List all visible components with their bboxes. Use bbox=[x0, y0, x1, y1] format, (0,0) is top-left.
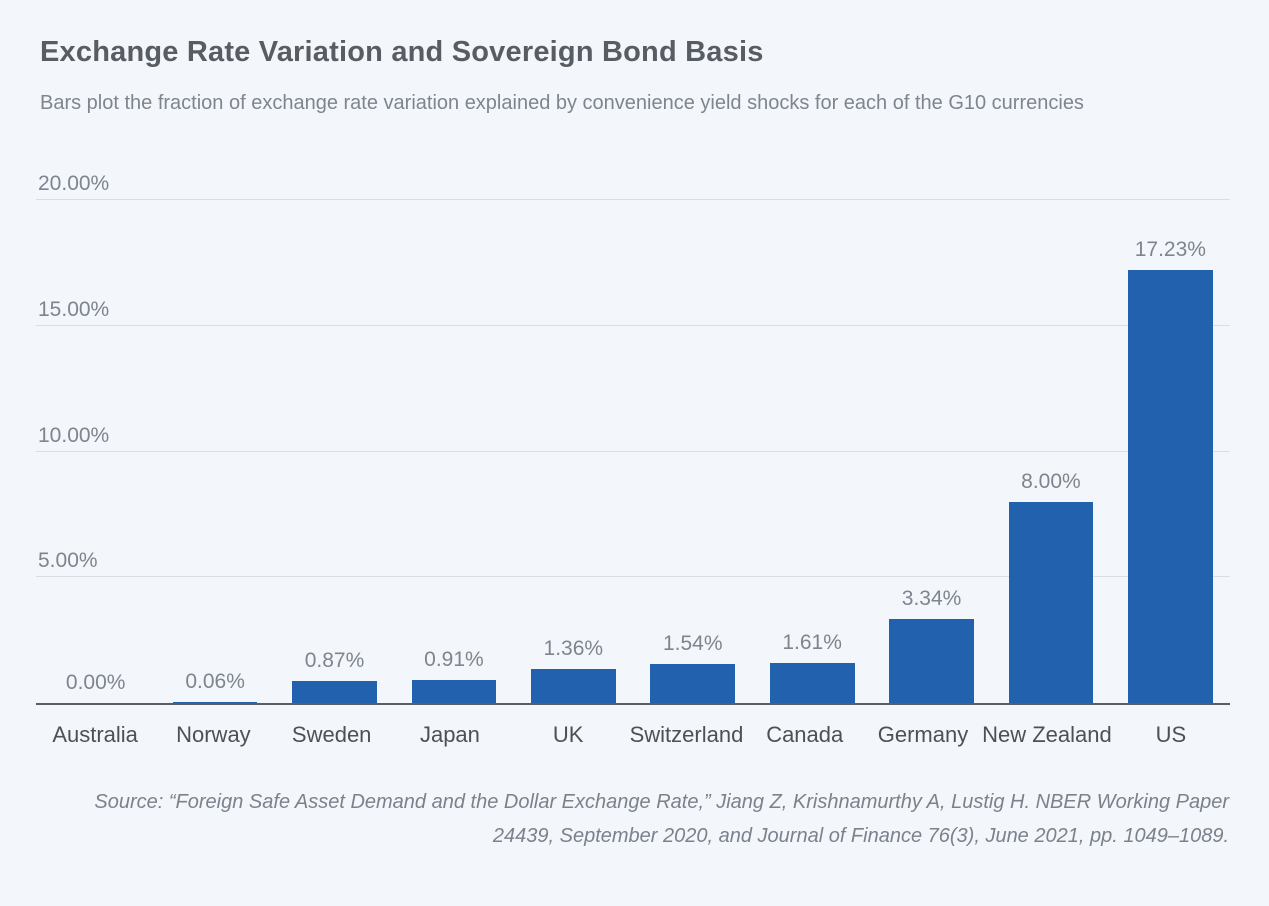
bar bbox=[292, 681, 377, 703]
bar bbox=[530, 668, 616, 703]
y-tick-label: 10.00% bbox=[38, 423, 110, 447]
x-axis-labels: Australia Norway Sweden Japan UK Switzerland C… bbox=[36, 722, 1230, 748]
bar-column: 1.54% bbox=[633, 200, 752, 703]
bar-value-label: 0.87% bbox=[304, 649, 365, 673]
chart-subtitle: Bars plot the fraction of exchange rate … bbox=[40, 92, 1084, 114]
gridline bbox=[36, 199, 1230, 200]
bar-row: 0.00% 0.06% 0.87% 0.91% 1.36% 1.54% 1.61% 3.34%… bbox=[36, 200, 1230, 703]
category-label: Switzerland bbox=[629, 722, 744, 747]
bar-column: 0.06% bbox=[155, 200, 274, 703]
bar bbox=[1008, 501, 1094, 703]
bar-column: 1.61% bbox=[752, 200, 871, 703]
bar-column: 0.91% bbox=[394, 200, 513, 703]
bar-value-label: 1.54% bbox=[662, 632, 723, 656]
bar bbox=[411, 680, 497, 703]
bar-column: 3.34% bbox=[872, 200, 991, 703]
category-label: Japan bbox=[419, 722, 480, 747]
bar-column: 1.36% bbox=[514, 200, 633, 703]
category-label: Canada bbox=[766, 722, 844, 747]
bar bbox=[650, 664, 736, 703]
category-label: Germany bbox=[877, 722, 969, 747]
plot-area: 5.00% 10.00% 15.00% 20.00% 0.00% 0.06% 0.87% 0.… bbox=[36, 173, 1230, 705]
y-tick-label: 5.00% bbox=[38, 549, 98, 573]
category-label: UK bbox=[552, 722, 584, 747]
bar bbox=[769, 662, 855, 703]
bar-value-label: 0.00% bbox=[65, 671, 126, 694]
category-label: Norway bbox=[176, 722, 251, 747]
bar-value-label: 17.23% bbox=[1134, 237, 1206, 261]
bar-value-label: 1.61% bbox=[782, 630, 842, 654]
bar-column: 17.23% bbox=[1111, 200, 1230, 703]
category-label: Sweden bbox=[291, 722, 372, 747]
category-label: US bbox=[1155, 722, 1187, 747]
y-tick-label: 15.00% bbox=[38, 297, 110, 321]
bar-column: 8.00% bbox=[991, 200, 1110, 703]
bar-value-label: 3.34% bbox=[901, 587, 962, 610]
gridline bbox=[36, 450, 1230, 452]
category-label: Australia bbox=[52, 722, 138, 747]
gridline bbox=[36, 576, 1230, 578]
bar-value-label: 0.06% bbox=[185, 669, 245, 693]
bar-value-label: 1.36% bbox=[543, 636, 604, 660]
chart-title: Exchange Rate Variation and Sovereign Bo… bbox=[40, 36, 764, 68]
bar bbox=[1127, 269, 1213, 703]
bar-value-label: 0.91% bbox=[424, 648, 484, 672]
category-label: New Zealand bbox=[982, 722, 1112, 747]
y-tick-label: 20.00% bbox=[38, 172, 110, 195]
bar bbox=[172, 701, 258, 703]
bar bbox=[889, 619, 974, 703]
bar-column: 0.87% bbox=[275, 200, 394, 703]
bar-column: 0.00% bbox=[36, 200, 155, 703]
bar-value-label: 8.00% bbox=[1021, 469, 1081, 493]
gridline bbox=[36, 324, 1230, 326]
source-citation: Source: “Foreign Safe Asset Demand and t… bbox=[94, 791, 1229, 847]
